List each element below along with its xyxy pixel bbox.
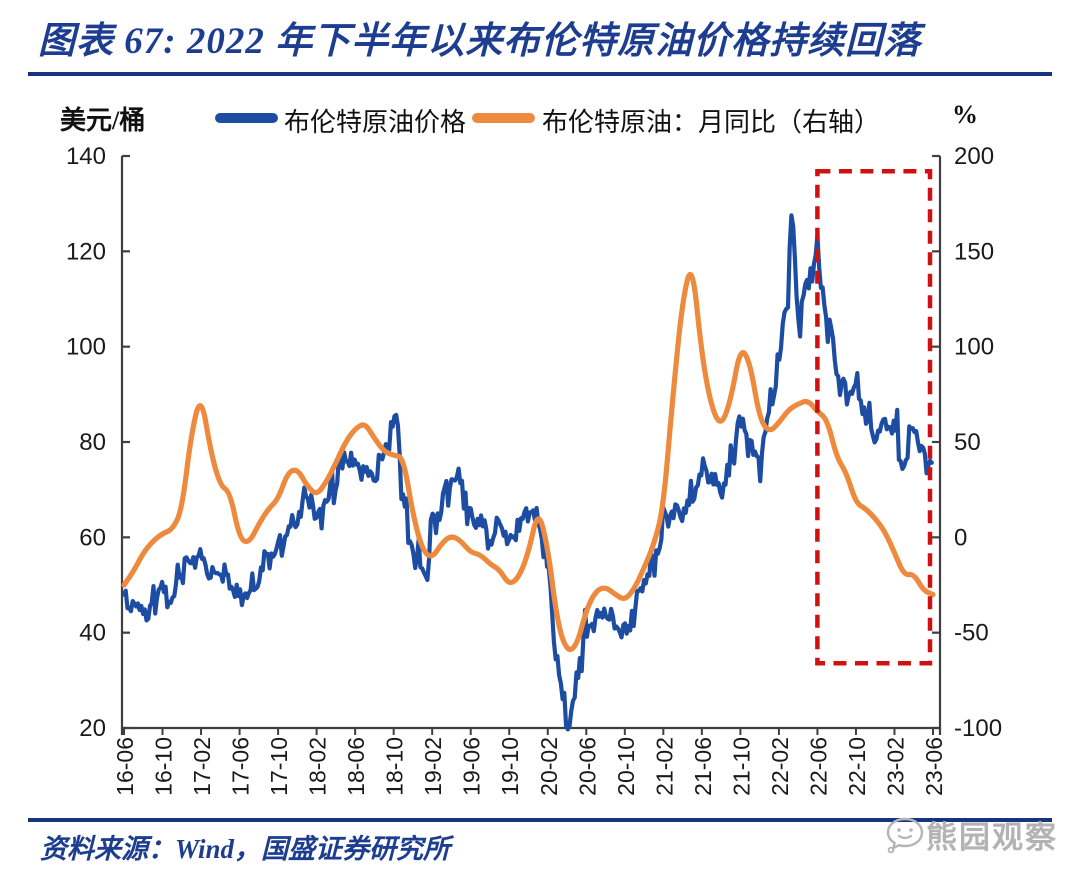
svg-text:16-10: 16-10 <box>151 737 177 796</box>
right-axis-ticks: 200 150 100 50 0 -50 -100 <box>932 143 1002 742</box>
source-note: 资料来源：Wind，国盛证券研究所 <box>40 834 451 864</box>
svg-text:19-06: 19-06 <box>459 737 485 796</box>
speech-bubble-icon <box>886 817 924 853</box>
svg-text:17-02: 17-02 <box>189 737 215 796</box>
svg-text:20-06: 20-06 <box>574 737 600 796</box>
svg-text:22-02: 22-02 <box>767 737 793 796</box>
svg-text:200: 200 <box>954 143 994 170</box>
x-axis-ticks: 16-06 16-10 17-02 17-06 17-10 18-02 18-06 18-10… <box>112 728 947 796</box>
watermark: 熊园观察 <box>884 812 1058 857</box>
svg-text:22-06: 22-06 <box>805 737 831 796</box>
watermark-text: 熊园观察 <box>926 820 1058 855</box>
svg-text:-50: -50 <box>954 620 989 647</box>
svg-text:17-10: 17-10 <box>266 737 292 796</box>
svg-text:21-02: 21-02 <box>651 737 677 796</box>
svg-text:100: 100 <box>954 334 994 361</box>
svg-text:20: 20 <box>79 715 106 742</box>
svg-text:40: 40 <box>79 620 106 647</box>
svg-text:20-10: 20-10 <box>613 737 639 796</box>
figure-title: 图表 67: 2022 年下半年以来布伦特原油价格持续回落 <box>38 21 922 62</box>
svg-text:21-10: 21-10 <box>728 737 754 796</box>
left-axis-unit-label: 美元/桶 <box>60 106 146 135</box>
price-line-swatch <box>215 113 278 123</box>
right-axis-unit-label: % <box>952 100 978 129</box>
yoy-line-swatch <box>472 113 535 123</box>
svg-text:18-10: 18-10 <box>382 737 408 796</box>
yoy-line <box>121 271 936 652</box>
title-divider <box>28 72 1052 76</box>
svg-text:19-10: 19-10 <box>497 737 523 796</box>
svg-text:80: 80 <box>79 429 106 456</box>
price-line <box>121 213 934 732</box>
svg-text:50: 50 <box>954 429 981 456</box>
svg-text:17-06: 17-06 <box>228 737 254 796</box>
yoy-line-legend-label: 布伦特原油：月同比（右轴） <box>542 108 881 137</box>
svg-text:18-02: 18-02 <box>305 737 331 796</box>
svg-text:140: 140 <box>66 143 106 170</box>
price-line-legend-label: 布伦特原油价格 <box>284 108 467 137</box>
highlight-box <box>815 169 933 666</box>
svg-text:22-10: 22-10 <box>844 737 870 796</box>
svg-text:16-06: 16-06 <box>112 737 138 796</box>
svg-text:150: 150 <box>954 238 994 265</box>
svg-text:120: 120 <box>66 238 106 265</box>
svg-text:100: 100 <box>66 334 106 361</box>
left-axis-ticks: 140 120 100 80 60 40 20 <box>66 143 130 742</box>
svg-text:20-02: 20-02 <box>536 737 562 796</box>
svg-text:60: 60 <box>79 524 106 551</box>
svg-text:21-06: 21-06 <box>690 737 716 796</box>
footer-divider <box>28 818 1052 822</box>
svg-text:23-06: 23-06 <box>921 737 947 796</box>
svg-text:0: 0 <box>954 524 967 551</box>
svg-text:19-02: 19-02 <box>420 737 446 796</box>
svg-text:23-02: 23-02 <box>883 737 909 796</box>
svg-text:-100: -100 <box>954 715 1002 742</box>
svg-text:18-06: 18-06 <box>343 737 369 796</box>
